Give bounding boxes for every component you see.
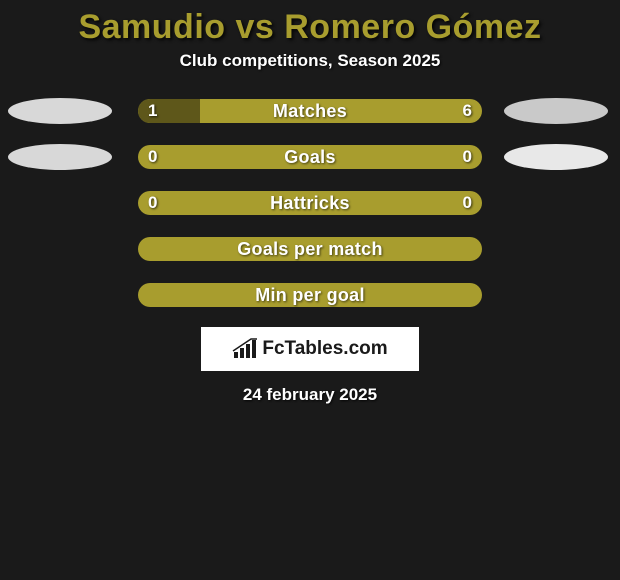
stat-bar: 00Goals [138,145,482,169]
comparison-container: Samudio vs Romero Gómez Club competition… [0,0,620,405]
player-right-marker [504,98,608,124]
brand-text: FcTables.com [262,338,387,360]
stat-label: Hattricks [138,193,482,214]
stat-row: 00Goals [0,145,620,169]
player-left-marker [8,144,112,170]
stat-bar: Goals per match [138,237,482,261]
stat-bar: 00Hattricks [138,191,482,215]
stat-row: Goals per match [0,237,620,261]
page-subtitle: Club competitions, Season 2025 [0,51,620,99]
brand-logo: FcTables.com [201,327,419,371]
chart-icon [232,338,258,360]
stat-rows: 16Matches 00Goals 00Hattricks Goals per mat… [0,99,620,307]
stat-bar: 16Matches [138,99,482,123]
stat-label: Goals per match [138,239,482,260]
stat-label: Goals [138,147,482,168]
player-left-marker [8,98,112,124]
stat-label: Matches [138,101,482,122]
stat-row: Min per goal [0,283,620,307]
stat-bar: Min per goal [138,283,482,307]
stat-row: 16Matches [0,99,620,123]
stat-row: 00Hattricks [0,191,620,215]
player-right-marker [504,144,608,170]
page-title: Samudio vs Romero Gómez [0,2,620,51]
stat-label: Min per goal [138,285,482,306]
date-label: 24 february 2025 [0,385,620,405]
